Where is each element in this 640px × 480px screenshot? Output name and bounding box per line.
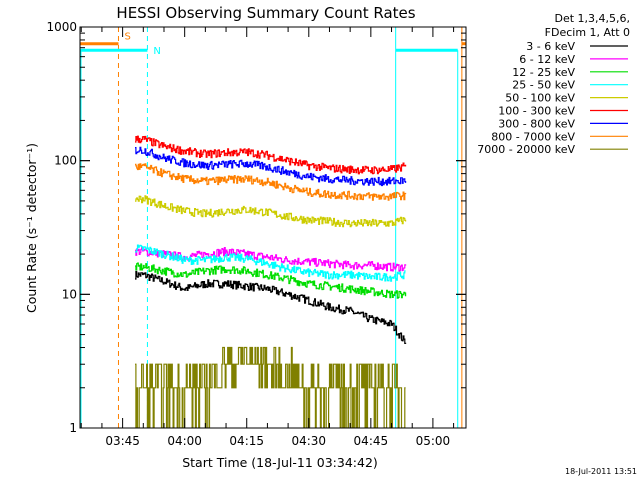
legend-header-detectors: Det 1,3,4,5,6, [554, 12, 630, 25]
legend-label: 6 - 12 keV [519, 53, 575, 66]
y-tick-label: 1 [69, 421, 77, 435]
legend-label: 7000 - 20000 keV [477, 143, 575, 156]
series-line-25-50-kev [135, 244, 406, 282]
series-line-12-25-kev [135, 262, 407, 299]
x-tick-label: 04:00 [167, 434, 202, 448]
x-axis-label: Start Time (18-Jul-11 03:34:42) [182, 455, 378, 470]
series-line-7000-20000-kev [135, 346, 406, 428]
legend-label: 25 - 50 keV [512, 79, 575, 92]
series-line-800-7000-kev [135, 163, 407, 201]
series-line-100-300-kev [135, 135, 407, 175]
legend-header-decimation: FDecim 1, Att 0 [545, 26, 630, 39]
legend-label: 800 - 7000 keV [491, 130, 575, 143]
series-line-300-800-kev [135, 146, 407, 187]
legend: Det 1,3,4,5,6, FDecim 1, Att 0 3 - 6 keV… [477, 12, 630, 156]
legend-label: 300 - 800 keV [498, 117, 575, 130]
legend-label: 3 - 6 keV [526, 40, 575, 53]
chart-title: HESSI Observing Summary Count Rates [116, 4, 415, 22]
timestamp: 18-Jul-2011 13:51 [565, 467, 637, 476]
y-axis-label: Count Rate (s⁻¹ detector⁻¹) [24, 143, 39, 313]
y-tick-label: 100 [54, 154, 77, 168]
y-tick-label: 1000 [46, 20, 77, 34]
plot-frame [79, 26, 467, 429]
x-tick-label: 04:15 [229, 434, 264, 448]
series-line-50-100-kev [135, 195, 407, 228]
x-tick-label: 04:30 [291, 434, 326, 448]
legend-label: 12 - 25 keV [512, 66, 575, 79]
x-tick-label: 04:45 [354, 434, 389, 448]
x-tick-label: 05:00 [416, 434, 451, 448]
interval-annotation-s: S [124, 32, 130, 43]
legend-label: 50 - 100 keV [505, 92, 575, 105]
y-tick-label: 10 [62, 287, 77, 301]
interval-annotation-n: N [153, 46, 160, 57]
x-tick-label: 03:45 [105, 434, 140, 448]
legend-label: 100 - 300 keV [498, 105, 575, 118]
series-line-3-6-kev [135, 270, 407, 344]
